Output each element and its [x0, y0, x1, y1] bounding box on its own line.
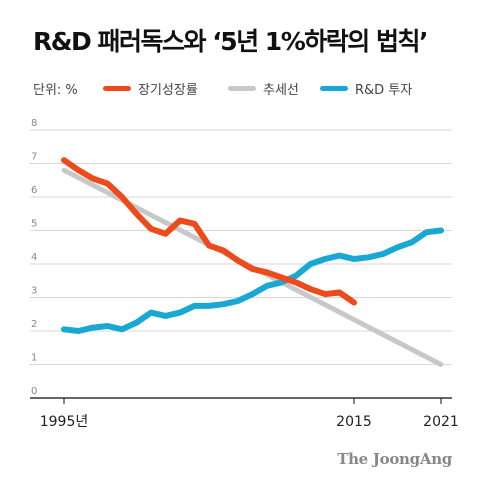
y-tick-label-1: 1 — [31, 353, 37, 364]
x-tick-label-2015: 2015 — [336, 414, 372, 430]
y-tick-label-8: 8 — [31, 118, 37, 129]
unit-label: 단위: % — [33, 83, 78, 98]
chart-title: R&D 패러독스와 ‘5년 1%하락의 법칙’ — [33, 27, 428, 56]
y-tick-label-7: 7 — [31, 152, 37, 163]
legend-item-rnd: R&D 투자 — [320, 78, 412, 98]
y-tick-label-6: 6 — [31, 185, 37, 196]
legend-swatch-growth — [103, 85, 131, 91]
legend-label-rnd: R&D 투자 — [355, 82, 413, 98]
y-tick-label-5: 5 — [31, 219, 37, 230]
y-tick-label-3: 3 — [31, 286, 37, 297]
x-tick-label-1995: 1995년 — [40, 414, 89, 430]
y-tick-label-4: 4 — [31, 252, 37, 263]
legend-label-trend: 추세선 — [263, 82, 299, 98]
legend-label-growth: 장기성장률 — [138, 82, 198, 98]
legend-item-growth: 장기성장률 — [103, 78, 198, 98]
y-tick-label-0: 0 — [31, 386, 37, 397]
legend-swatch-trend — [228, 85, 256, 91]
x-tick-label-2021: 2021 — [423, 414, 459, 430]
publisher-logo: The JoongAng — [337, 450, 452, 468]
series-line-rnd — [61, 227, 444, 334]
legend-item-trend: 추세선 — [228, 78, 299, 98]
legend: 단위: % 장기성장률 추세선 R&D 투자 — [33, 78, 473, 99]
y-tick-label-2: 2 — [31, 319, 37, 330]
legend-swatch-rnd — [320, 85, 348, 91]
series-line-growth — [61, 157, 357, 306]
